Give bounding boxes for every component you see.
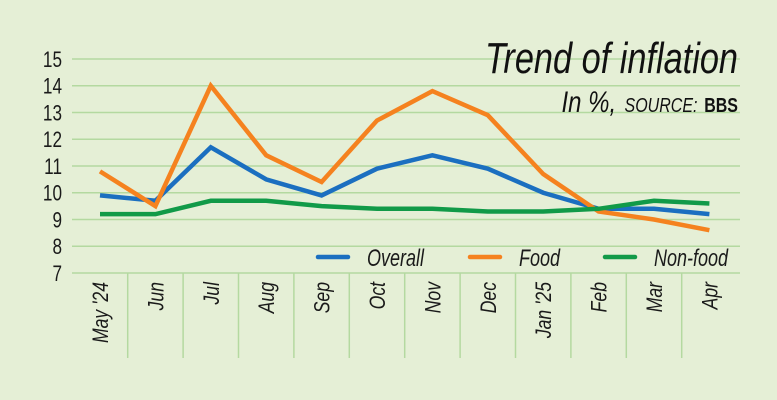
y-tick-label: 8 (52, 235, 62, 260)
legend-label: Food (519, 246, 561, 272)
chart-subtitle: In %, SOURCE: BBS (562, 84, 738, 118)
series-line-food (98, 81, 710, 233)
y-tick-label: 14 (43, 75, 62, 100)
grid-lines (72, 58, 740, 274)
series-line-non-food (100, 198, 710, 217)
legend-label: Overall (367, 246, 425, 272)
x-axis-separators (126, 273, 683, 358)
y-tick-label: 12 (43, 128, 62, 153)
y-tick-label: 11 (44, 155, 62, 180)
x-tick-label: Nov (422, 281, 446, 313)
y-tick-label: 13 (43, 102, 62, 127)
x-tick-label: Jun (145, 282, 169, 311)
x-axis-ticks: May '24 Jun Jul Aug Sep Oct Nov Dec Jan '25 Feb Ma… (89, 281, 723, 343)
x-tick-label: Apr (699, 281, 723, 310)
legend: Overall Food Non-food (315, 246, 729, 272)
y-tick-label: 15 (43, 48, 62, 73)
x-tick-label: Dec (477, 282, 501, 313)
source-label: SOURCE: (625, 94, 698, 116)
svg-text:In %, SOURCE: BBS: In %, SOURCE: BBS (562, 84, 738, 118)
series-lines (98, 81, 710, 233)
legend-label: Non-food (654, 246, 729, 272)
x-tick-label: Jan '25 (532, 281, 556, 339)
units-label: In %, (562, 84, 617, 118)
x-tick-label: Sep (311, 282, 335, 313)
x-tick-label: Mar (643, 281, 667, 312)
y-tick-label: 7 (52, 262, 62, 287)
x-tick-label: May '24 (89, 282, 113, 343)
x-tick-label: Feb (588, 282, 612, 312)
y-tick-label: 9 (52, 209, 62, 234)
chart-title: Trend of inflation (485, 34, 738, 83)
x-tick-label: Jul (200, 281, 224, 305)
x-tick-label: Oct (366, 281, 390, 310)
y-tick-label: 10 (43, 182, 62, 207)
source-name: BBS (704, 94, 738, 116)
x-tick-label: Aug (255, 282, 279, 314)
